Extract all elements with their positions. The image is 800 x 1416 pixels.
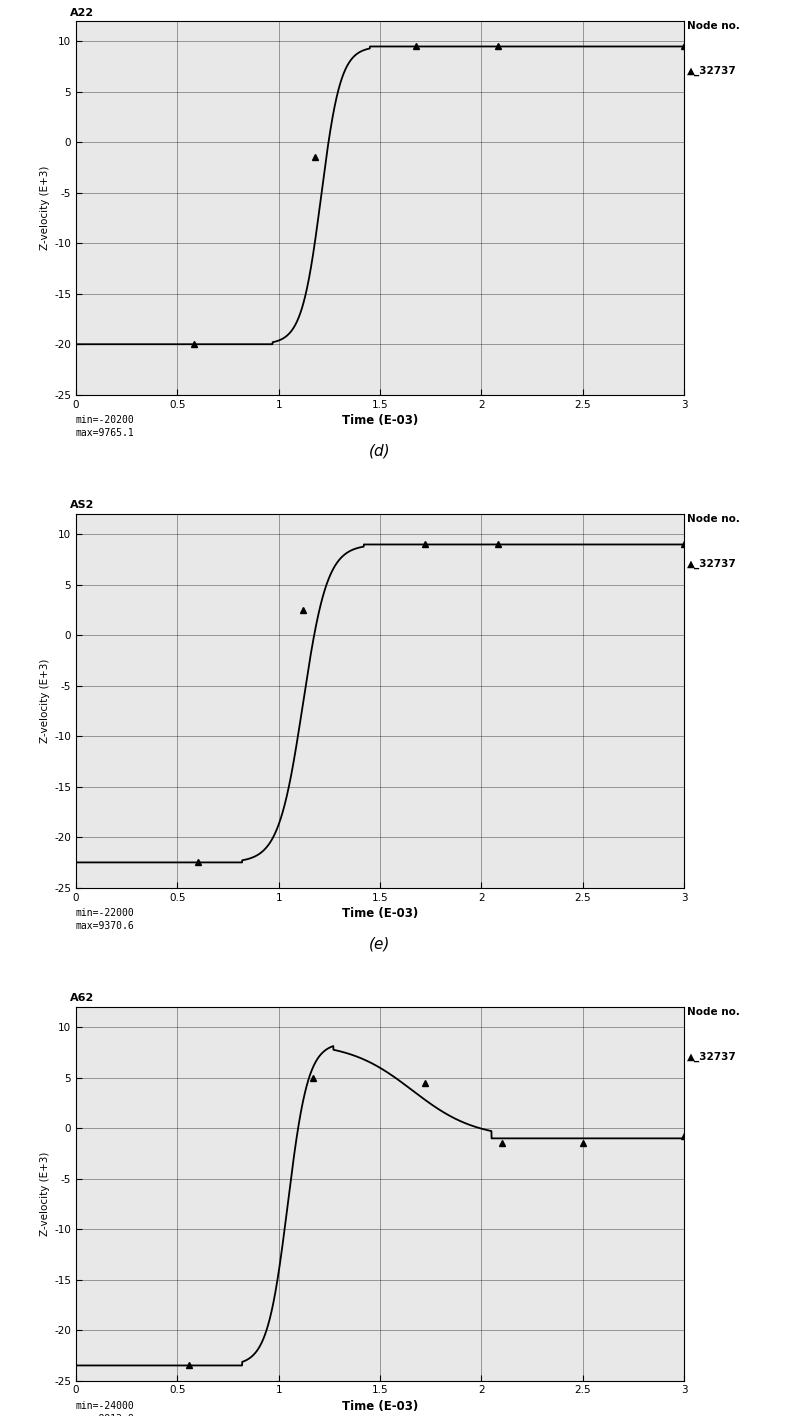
X-axis label: Time (E-03): Time (E-03) <box>342 413 418 426</box>
Text: AS2: AS2 <box>70 500 94 510</box>
Text: ▲_32737: ▲_32737 <box>687 559 737 569</box>
Text: (e): (e) <box>370 936 390 952</box>
Text: min=-22000
max=9370.6: min=-22000 max=9370.6 <box>76 908 134 932</box>
Text: Node no.: Node no. <box>687 514 740 524</box>
Y-axis label: Z-velocity (E+3): Z-velocity (E+3) <box>40 658 50 743</box>
Y-axis label: Z-velocity (E+3): Z-velocity (E+3) <box>40 166 50 251</box>
Y-axis label: Z-velocity (E+3): Z-velocity (E+3) <box>40 1151 50 1236</box>
Text: ▲_32737: ▲_32737 <box>687 67 737 76</box>
Text: min=-20200
max=9765.1: min=-20200 max=9765.1 <box>76 415 134 439</box>
Text: Node no.: Node no. <box>687 1007 740 1017</box>
Text: A62: A62 <box>70 994 94 1004</box>
Text: A22: A22 <box>70 7 94 17</box>
X-axis label: Time (E-03): Time (E-03) <box>342 906 418 919</box>
Text: min=-24000
max=8913.8: min=-24000 max=8913.8 <box>76 1402 134 1416</box>
Text: ▲_32737: ▲_32737 <box>687 1052 737 1062</box>
Text: Node no.: Node no. <box>687 21 740 31</box>
X-axis label: Time (E-03): Time (E-03) <box>342 1399 418 1413</box>
Text: (d): (d) <box>369 443 391 459</box>
